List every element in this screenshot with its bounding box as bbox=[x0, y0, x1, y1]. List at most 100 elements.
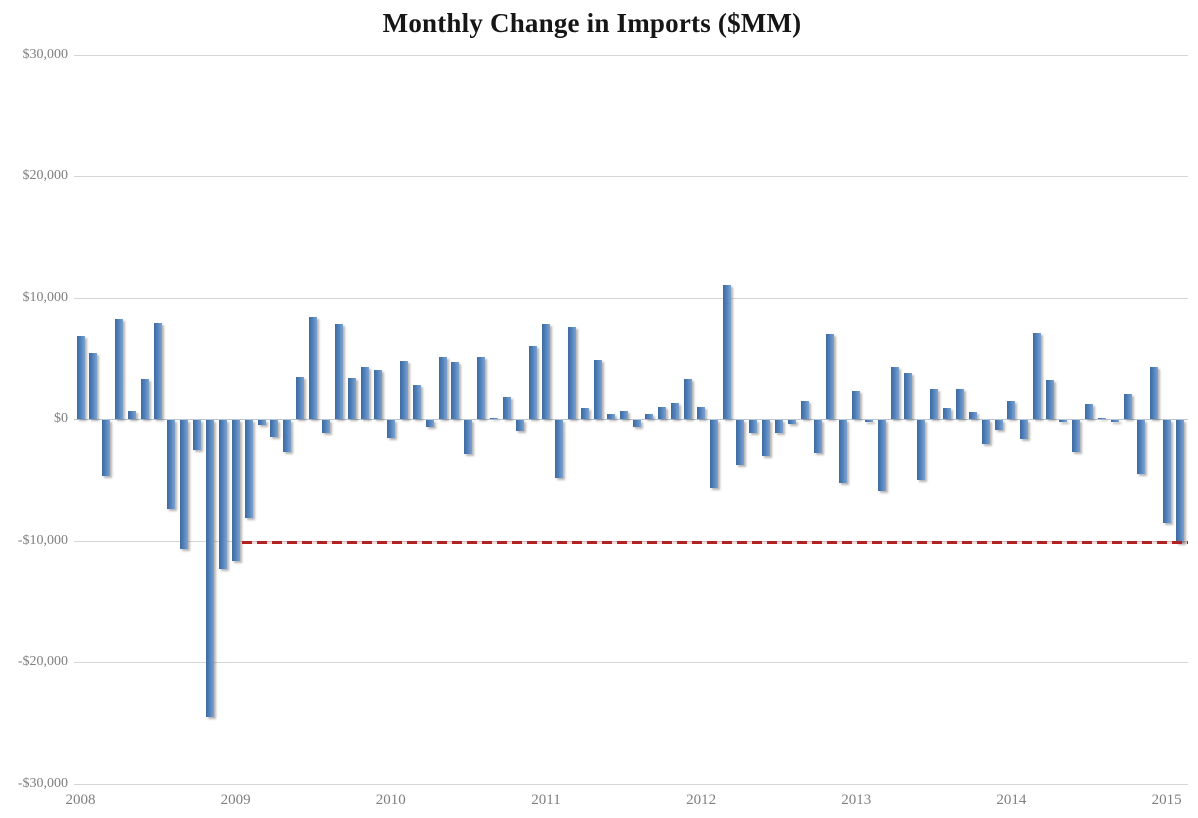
x-tick-label-2009: 2009 bbox=[220, 792, 251, 808]
bar-2011-06 bbox=[606, 414, 615, 419]
bar-2010-12 bbox=[529, 346, 537, 419]
bar-2013-05 bbox=[904, 372, 912, 419]
bar-2013-02 bbox=[865, 420, 874, 423]
bar-2009-08 bbox=[322, 420, 331, 434]
bar-2014-01 bbox=[1007, 400, 1016, 419]
bar-2012-09 bbox=[800, 400, 809, 419]
bar-2008-12 bbox=[218, 420, 227, 570]
bar-2008-04 bbox=[115, 319, 124, 419]
bar-2013-06 bbox=[916, 420, 925, 480]
bar-2013-03 bbox=[878, 420, 887, 491]
bar-2009-05 bbox=[283, 420, 292, 452]
bar-2009-02 bbox=[244, 420, 253, 519]
bar-2010-11 bbox=[516, 420, 525, 431]
bar-2010-09 bbox=[490, 417, 499, 419]
y-tick-label: -$30,000 bbox=[17, 775, 68, 791]
y-tick-label: -$20,000 bbox=[17, 654, 68, 669]
bar-2012-04 bbox=[735, 420, 744, 465]
bar-2009-12 bbox=[373, 370, 382, 419]
bar-2010-10 bbox=[503, 397, 512, 419]
y-tick-label: $10,000 bbox=[22, 289, 69, 305]
bar-2011-12 bbox=[684, 378, 693, 419]
bar-2011-02 bbox=[554, 420, 563, 479]
bar-2009-11 bbox=[360, 366, 369, 419]
bar-2013-12 bbox=[994, 420, 1003, 430]
bar-2014-10 bbox=[1123, 393, 1132, 419]
bar-2011-09 bbox=[645, 414, 654, 419]
bar-2009-10 bbox=[348, 377, 356, 419]
x-tick-label-2013: 2013 bbox=[841, 792, 872, 808]
bar-2010-04 bbox=[425, 420, 434, 428]
bar-2009-07 bbox=[309, 316, 318, 419]
bar-2008-10 bbox=[192, 420, 201, 451]
bar-2014-05 bbox=[1059, 420, 1068, 423]
bar-2013-07 bbox=[929, 388, 938, 419]
bar-2009-03 bbox=[257, 420, 266, 425]
x-tick-label-2015: 2015 bbox=[1151, 792, 1182, 808]
bar-2011-10 bbox=[658, 406, 667, 419]
bar-2013-01 bbox=[852, 391, 861, 419]
bar-2011-08 bbox=[632, 420, 641, 428]
bar-2010-01 bbox=[386, 420, 395, 439]
bar-2013-04 bbox=[891, 366, 900, 419]
bar-2012-06 bbox=[761, 420, 770, 457]
bar-2008-01 bbox=[76, 336, 85, 419]
bar-2010-07 bbox=[464, 420, 473, 454]
bar-2012-11 bbox=[826, 333, 835, 419]
x-tick-label-2014: 2014 bbox=[996, 792, 1027, 808]
bar-2010-03 bbox=[412, 385, 421, 419]
bar-2011-07 bbox=[619, 410, 628, 419]
y-tick-label: $20,000 bbox=[22, 168, 69, 183]
bar-2011-03 bbox=[567, 326, 576, 419]
gridline bbox=[74, 662, 1188, 663]
y-tick-label: $0 bbox=[54, 411, 68, 426]
bar-2015-01 bbox=[1162, 420, 1171, 524]
gridline bbox=[74, 783, 1188, 785]
bar-2015-02 bbox=[1175, 420, 1184, 543]
bar-2014-04 bbox=[1046, 380, 1055, 419]
bar-2009-04 bbox=[270, 420, 279, 437]
bar-2014-12 bbox=[1149, 366, 1158, 419]
bar-2011-01 bbox=[542, 324, 550, 419]
x-tick-label-2012: 2012 bbox=[686, 792, 717, 808]
bar-2009-09 bbox=[335, 324, 344, 419]
bar-2010-08 bbox=[477, 357, 486, 419]
bar-2008-03 bbox=[102, 420, 111, 476]
bar-2014-03 bbox=[1033, 332, 1042, 419]
bar-2008-09 bbox=[179, 420, 188, 549]
bar-2008-07 bbox=[154, 323, 162, 419]
zero-axis-line bbox=[74, 419, 1188, 420]
bar-2010-05 bbox=[438, 357, 447, 419]
reference-line bbox=[242, 540, 1188, 544]
bar-2012-05 bbox=[748, 420, 757, 434]
bar-2008-02 bbox=[89, 353, 98, 419]
bar-2009-06 bbox=[296, 376, 305, 419]
bar-2008-08 bbox=[167, 420, 175, 509]
bar-2008-11 bbox=[205, 420, 214, 717]
bar-2012-07 bbox=[774, 420, 783, 434]
bar-2014-11 bbox=[1136, 420, 1145, 474]
bar-2010-02 bbox=[399, 360, 408, 419]
bar-2012-08 bbox=[787, 420, 796, 424]
x-tick-label-2008: 2008 bbox=[65, 792, 96, 808]
bar-2013-09 bbox=[955, 388, 964, 419]
bar-2013-11 bbox=[981, 420, 990, 445]
bar-2011-05 bbox=[593, 359, 602, 419]
chart-title: Monthly Change in Imports ($MM) bbox=[382, 8, 802, 38]
bar-2010-06 bbox=[451, 361, 460, 419]
gridline bbox=[74, 297, 1188, 299]
bar-2009-01 bbox=[231, 420, 240, 561]
gridline bbox=[74, 54, 1188, 56]
bar-2011-04 bbox=[580, 408, 589, 419]
bar-2011-11 bbox=[671, 403, 680, 419]
bar-2012-10 bbox=[813, 420, 822, 453]
bar-2014-08 bbox=[1098, 417, 1106, 419]
bar-2012-01 bbox=[697, 406, 706, 419]
bar-2014-02 bbox=[1020, 420, 1029, 440]
gridline bbox=[74, 176, 1188, 177]
bar-2013-08 bbox=[942, 408, 951, 419]
bar-2012-02 bbox=[710, 420, 718, 488]
bar-2008-06 bbox=[141, 378, 150, 419]
bar-2014-09 bbox=[1110, 420, 1119, 423]
